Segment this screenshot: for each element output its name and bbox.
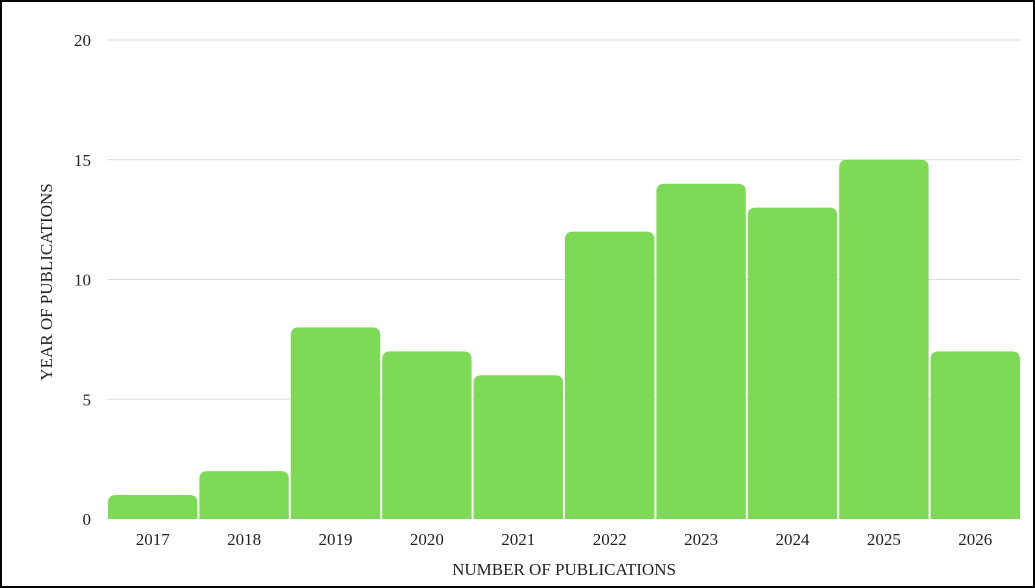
- x-tick-label: 2023: [684, 530, 718, 549]
- x-tick-label: 2019: [319, 530, 353, 549]
- x-tick-label: 2021: [501, 530, 535, 549]
- x-tick-label: 2020: [410, 530, 444, 549]
- x-tick-label: 2017: [136, 530, 171, 549]
- x-tick-label: 2024: [776, 530, 811, 549]
- y-tick-label: 5: [83, 390, 92, 409]
- x-tick-label: 2022: [593, 530, 627, 549]
- bar-2021: [473, 375, 563, 519]
- bar-2022: [565, 231, 655, 519]
- y-axis-ticks: 0 5 10 15 20: [74, 31, 91, 529]
- bar-2017: [108, 495, 198, 519]
- bar-2023: [656, 183, 746, 519]
- x-tick-label: 2025: [867, 530, 901, 549]
- bar-2020: [382, 351, 472, 519]
- y-tick-label: 10: [74, 271, 91, 290]
- y-tick-label: 20: [74, 31, 91, 50]
- y-tick-label: 0: [83, 510, 92, 529]
- x-axis-ticks: 2017 2018 2019 2020 2021 2022 2023 2024 2025 2026: [136, 530, 993, 549]
- x-tick-label: 2018: [227, 530, 261, 549]
- bar-2024: [747, 207, 838, 519]
- bar-2019: [290, 327, 381, 519]
- y-tick-label: 15: [74, 151, 91, 170]
- x-tick-label: 2026: [958, 530, 992, 549]
- x-axis-title: NUMBER OF PUBLICATIONS: [452, 560, 676, 579]
- bar-2025: [839, 159, 929, 519]
- bar-2018: [199, 471, 289, 519]
- bars: [108, 159, 1020, 519]
- bar-2026: [930, 351, 1020, 519]
- y-axis-title: YEAR OF PUBLICATIONS: [37, 183, 56, 380]
